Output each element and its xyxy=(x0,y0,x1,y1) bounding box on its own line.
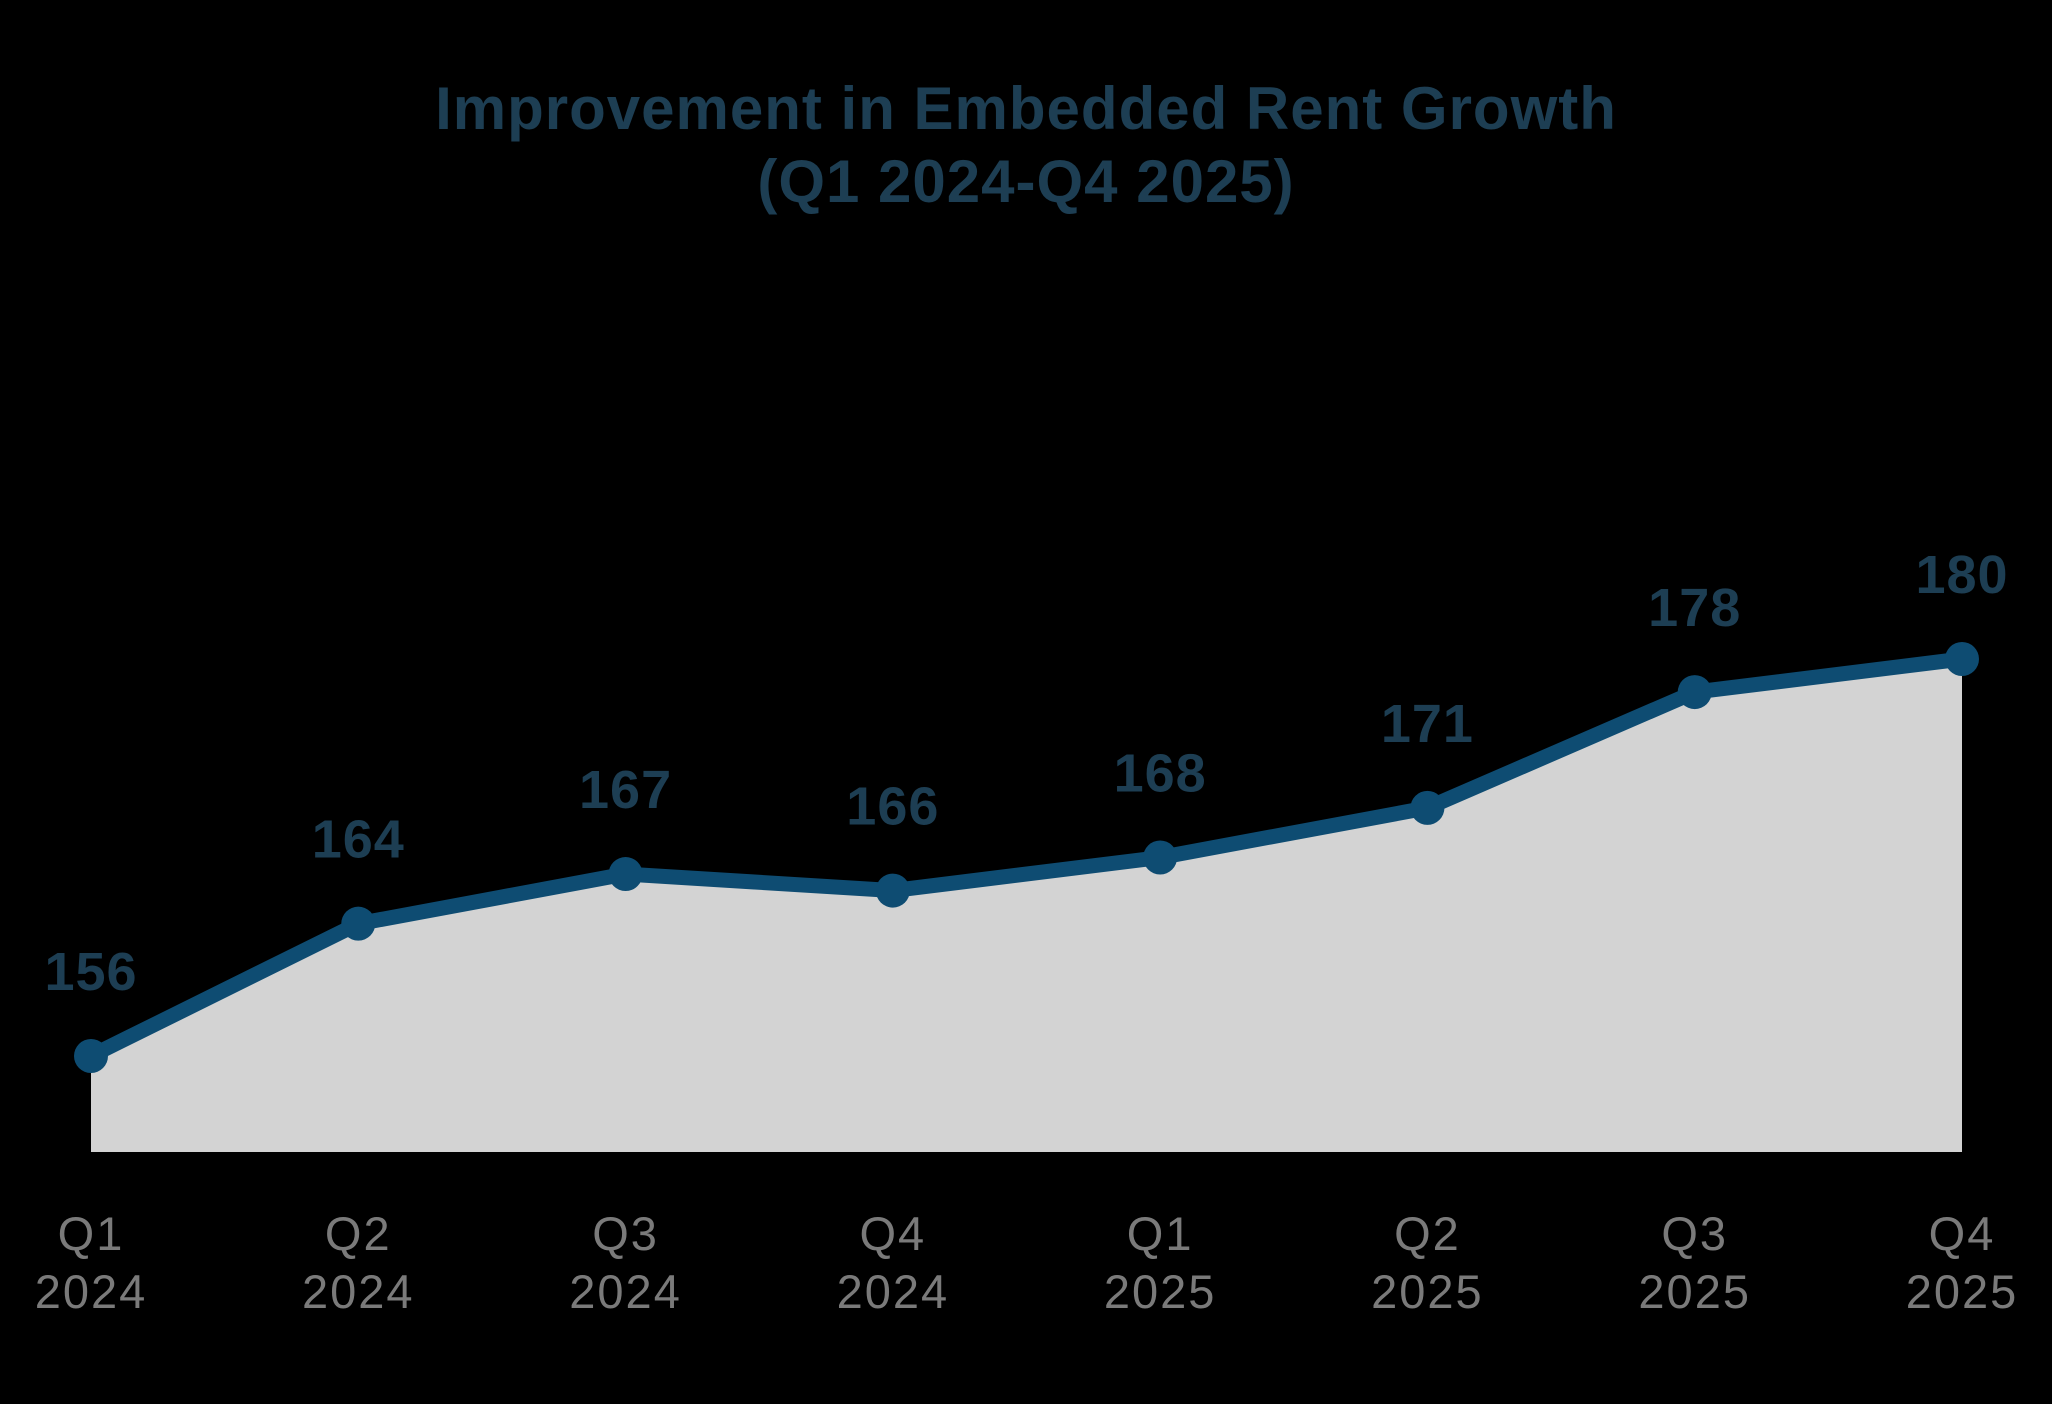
data-point-label: 171 xyxy=(1381,694,1474,754)
chart-title-line1: Improvement in Embedded Rent Growth xyxy=(435,75,1617,142)
x-axis-label-quarter: Q3 xyxy=(1661,1207,1728,1260)
series-line xyxy=(83,651,1970,1064)
x-axis-label-year: 2025 xyxy=(1371,1265,1484,1318)
data-point-label: 168 xyxy=(1114,744,1207,804)
series-area xyxy=(91,659,1962,1152)
data-point-marker xyxy=(608,857,643,892)
x-axis-label-year: 2024 xyxy=(569,1265,682,1318)
chart-title: Improvement in Embedded Rent Growth (Q1 … xyxy=(0,72,2052,218)
x-axis-label-quarter: Q1 xyxy=(1127,1207,1194,1260)
data-point-marker xyxy=(1677,675,1712,710)
data-point-label: 180 xyxy=(1915,545,2008,605)
data-point-label: 167 xyxy=(579,760,672,820)
data-point-marker xyxy=(1410,790,1445,825)
x-axis-label-year: 2025 xyxy=(1906,1265,2019,1318)
x-axis-label-year: 2025 xyxy=(1104,1265,1217,1318)
x-axis-label-quarter: Q3 xyxy=(592,1207,659,1260)
x-axis-label-quarter: Q2 xyxy=(325,1207,392,1260)
data-point-label: 178 xyxy=(1648,578,1741,638)
x-axis-label-year: 2025 xyxy=(1638,1265,1751,1318)
x-axis-label-quarter: Q2 xyxy=(1394,1207,1461,1260)
x-axis-label-year: 2024 xyxy=(302,1265,415,1318)
data-point-label: 166 xyxy=(846,777,939,837)
data-point-marker xyxy=(74,1039,108,1073)
x-axis-label-quarter: Q4 xyxy=(860,1207,927,1260)
data-point-label: 164 xyxy=(312,810,405,870)
data-point-marker xyxy=(1143,840,1178,875)
x-axis-label-year: 2024 xyxy=(837,1265,950,1318)
chart-title-line2: (Q1 2024-Q4 2025) xyxy=(757,148,1295,215)
data-point-label: 156 xyxy=(44,942,137,1002)
data-point-marker xyxy=(1945,642,1979,676)
data-point-marker xyxy=(341,906,376,941)
data-point-marker xyxy=(875,873,910,908)
x-axis-label-quarter: Q4 xyxy=(1929,1207,1996,1260)
x-axis-label-quarter: Q1 xyxy=(58,1207,125,1260)
x-axis-label-year: 2024 xyxy=(35,1265,148,1318)
